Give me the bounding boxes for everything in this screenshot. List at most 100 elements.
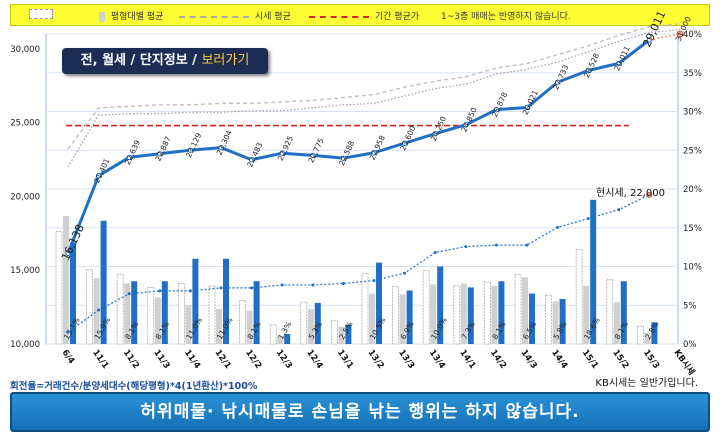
x-tick-label: 14/3 xyxy=(519,348,539,371)
x-tick-label: KB시세 xyxy=(672,347,698,377)
x-tick-label: 15/1 xyxy=(580,348,600,371)
hollow-bar xyxy=(330,320,338,345)
hollow-bar xyxy=(483,281,491,345)
title-back-link[interactable]: 보러가기 xyxy=(201,53,250,68)
hollow-bar xyxy=(637,325,644,345)
x-tick-label: 11/1 xyxy=(90,348,110,371)
series-main-line xyxy=(66,38,651,254)
gray-bar xyxy=(613,302,620,344)
lower-point xyxy=(97,308,101,312)
kb-note: KB시세는 일반가입니다. xyxy=(595,378,698,389)
main-point xyxy=(65,250,71,257)
gray-bar xyxy=(369,293,375,344)
lower-point xyxy=(66,330,70,334)
legend-swatch-hollow-bar xyxy=(29,9,53,19)
y-left-tick-label: 20,000 xyxy=(10,192,40,202)
main-point xyxy=(187,147,194,153)
gray-bar xyxy=(552,301,559,344)
lower-point xyxy=(250,286,254,290)
gray-bar xyxy=(124,283,131,344)
turnover-bar xyxy=(437,266,444,344)
y-left-tick-label: 30,000 xyxy=(10,45,40,55)
x-tick-label: 13/2 xyxy=(366,348,386,371)
lower-point xyxy=(341,281,345,285)
lower-point xyxy=(464,245,468,249)
turnover-bar xyxy=(467,287,474,344)
x-tick-label: 14/4 xyxy=(549,348,569,371)
hollow-bar xyxy=(269,324,277,345)
chart-title[interactable]: 전, 월세 / 단지정보 / 보러가기 xyxy=(62,48,268,74)
gray-bar xyxy=(644,332,651,344)
x-tick-label: 11/2 xyxy=(121,348,141,371)
current-price-label: 현시세, 22,000 xyxy=(596,188,665,199)
hollow-bar xyxy=(361,273,369,345)
title-main: 전, 월세 / 단지정보 / xyxy=(80,53,202,68)
legend-item-2-label: 시세 평균 xyxy=(254,12,291,22)
gray-bar xyxy=(583,285,590,344)
x-tick-label: 11/4 xyxy=(182,348,202,371)
gray-bar xyxy=(399,294,406,344)
x-tick-label: 13/4 xyxy=(427,348,447,371)
legend-swatch-red-line xyxy=(309,15,369,18)
series-upper-dashed xyxy=(67,22,681,150)
lower-point xyxy=(525,243,529,247)
turnover-bar xyxy=(620,281,627,344)
turnover-bar xyxy=(498,281,505,344)
x-tick-label: 12/1 xyxy=(213,348,233,371)
turnover-bar xyxy=(345,324,352,344)
main-point xyxy=(218,144,224,151)
x-tick-label: 15/3 xyxy=(641,348,661,371)
gray-bar xyxy=(430,284,437,344)
lower-point xyxy=(617,208,621,212)
y-right-tick-label: 20% xyxy=(683,185,702,195)
y-right-tick-label: 0% xyxy=(683,340,697,350)
main-point xyxy=(157,151,163,157)
main-point xyxy=(524,104,530,111)
turnover-bar xyxy=(559,299,566,344)
turnover-bar xyxy=(406,290,413,344)
legend-item-3: 기간 평균가 xyxy=(309,9,419,22)
gray-bar xyxy=(338,326,345,344)
turnover-bar xyxy=(590,199,597,344)
y-right-tick-label: 10% xyxy=(683,263,702,273)
x-tick-label: 12/2 xyxy=(243,348,263,371)
gray-bar xyxy=(307,309,314,344)
legend-item-gray-box xyxy=(29,9,56,20)
kb-connector xyxy=(649,33,681,41)
y-right-tick-label: 25% xyxy=(683,146,702,156)
hollow-bar xyxy=(147,287,155,345)
lower-point xyxy=(311,283,315,287)
gray-bar xyxy=(154,297,161,344)
lower-point xyxy=(556,225,560,229)
hollow-bar xyxy=(116,273,124,345)
main-point xyxy=(248,157,255,163)
turnover-bar xyxy=(161,281,168,344)
turnover-bar xyxy=(253,281,260,344)
main-point xyxy=(463,122,469,128)
main-point xyxy=(95,172,102,179)
turnover-footnote: 회전율=거래건수/분양세대수(해당평형)*4(1년환산)*100% xyxy=(10,381,258,392)
y-left-tick-label: 15,000 xyxy=(10,266,40,276)
main-point xyxy=(340,155,347,161)
x-tick-label: 12/3 xyxy=(274,348,294,371)
turnover-bar xyxy=(376,262,382,344)
hollow-bar xyxy=(422,269,430,345)
gray-bar xyxy=(93,278,100,344)
lower-point xyxy=(586,217,590,221)
y-right-tick-label: 15% xyxy=(683,224,702,234)
y-right-tick-label: 5% xyxy=(683,301,697,311)
legend-item-1-label: 평형대별 평균 xyxy=(110,12,164,22)
lower-point xyxy=(219,286,223,290)
main-point xyxy=(126,154,132,161)
x-tick-label: 11/3 xyxy=(151,348,171,371)
turnover-bar xyxy=(223,258,229,344)
x-tick-label: 13/1 xyxy=(335,348,355,371)
lower-end-point xyxy=(646,191,653,198)
main-point xyxy=(371,150,377,156)
hollow-bar xyxy=(86,269,93,345)
main-point xyxy=(310,152,316,159)
legend-item-3-label: 기간 평균가 xyxy=(374,12,420,22)
main-point xyxy=(493,106,500,113)
main-point xyxy=(432,130,438,137)
main-point xyxy=(616,60,622,67)
